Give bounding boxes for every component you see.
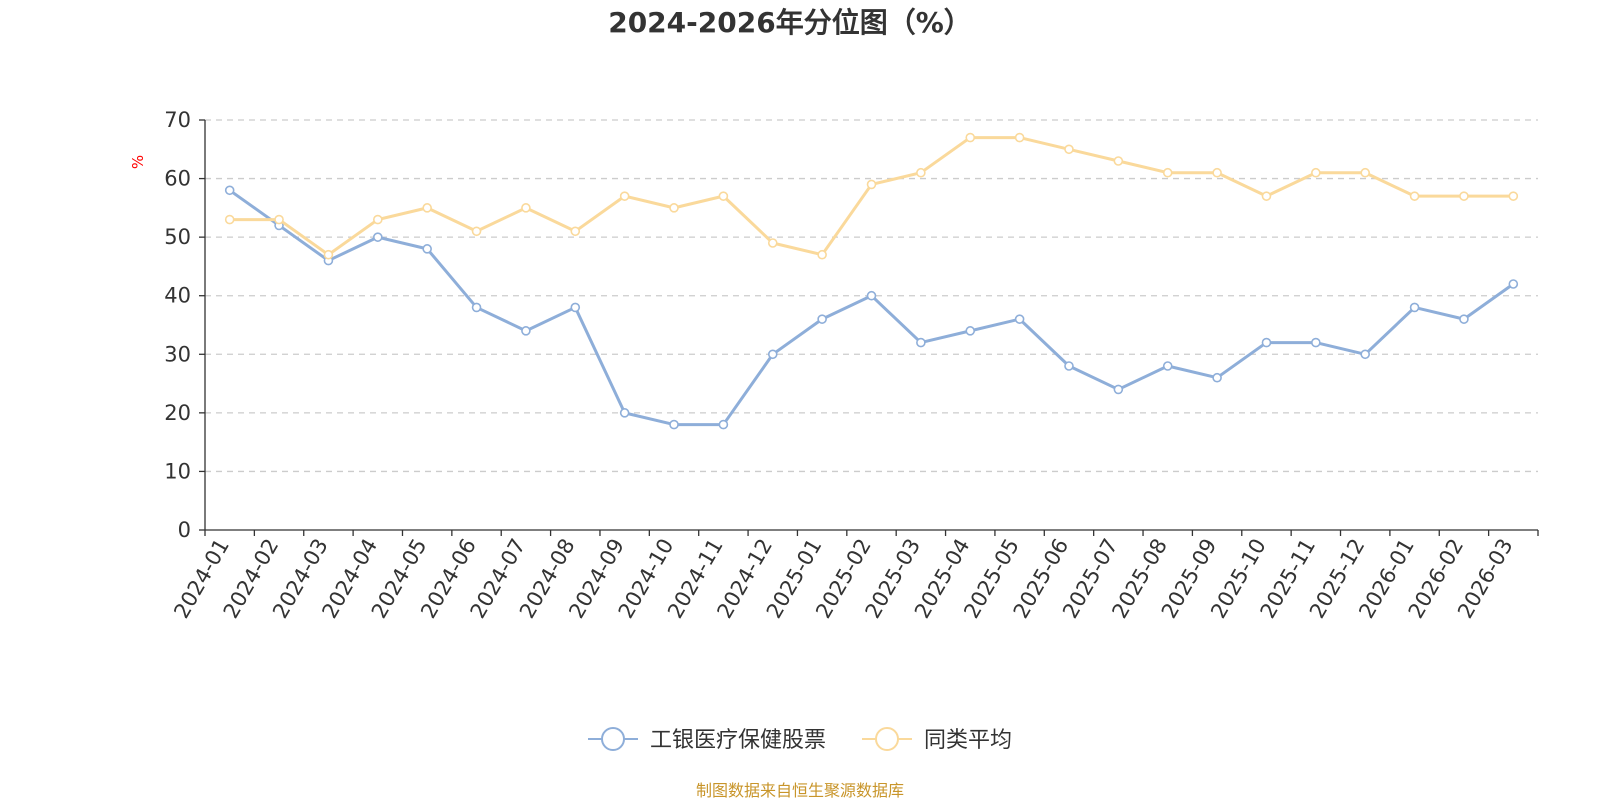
data-point[interactable]	[619, 408, 630, 418]
data-point[interactable]	[1064, 361, 1074, 371]
data-point[interactable]	[1113, 384, 1124, 395]
data-point[interactable]	[1113, 156, 1124, 166]
data-point[interactable]	[1212, 167, 1222, 178]
data-point[interactable]	[1459, 314, 1469, 324]
chart-title: 2024-2026年分位图（%）	[608, 6, 972, 39]
data-point[interactable]	[965, 132, 976, 143]
data-point[interactable]	[718, 191, 729, 201]
data-source-note: 制图数据来自恒生聚源数据库	[696, 781, 904, 800]
data-point[interactable]	[224, 185, 235, 196]
series-1	[224, 132, 1519, 260]
legend-item-0[interactable]: 工银医疗保健股票	[588, 727, 826, 753]
legend-circle-marker	[601, 727, 625, 751]
data-point[interactable]	[1409, 302, 1420, 313]
data-point[interactable]	[521, 326, 531, 336]
data-point[interactable]	[323, 249, 334, 260]
data-point[interactable]	[1360, 349, 1371, 360]
y-tick-label: 30	[164, 342, 191, 366]
data-point[interactable]	[817, 249, 827, 260]
data-point[interactable]	[570, 302, 581, 313]
data-point[interactable]	[866, 290, 877, 301]
data-point[interactable]	[1162, 361, 1173, 371]
data-point[interactable]	[669, 203, 679, 213]
data-point[interactable]	[1508, 191, 1519, 201]
y-tick-label: 10	[164, 459, 191, 483]
data-point[interactable]	[619, 191, 630, 201]
data-point[interactable]	[669, 419, 679, 430]
data-point[interactable]	[1360, 167, 1371, 178]
legend-circle-marker	[875, 727, 899, 751]
series-0	[224, 185, 1519, 430]
y-tick-label: 0	[178, 518, 191, 542]
data-point[interactable]	[1162, 167, 1173, 178]
data-point[interactable]	[916, 167, 926, 178]
data-point[interactable]	[471, 226, 482, 237]
data-point[interactable]	[224, 214, 235, 225]
y-tick-label: 20	[164, 401, 191, 425]
data-point[interactable]	[965, 326, 976, 336]
y-axis-unit-label: %	[129, 155, 147, 169]
data-point[interactable]	[274, 214, 284, 225]
data-point[interactable]	[422, 203, 432, 213]
legend-label: 同类平均	[924, 728, 1012, 753]
legend[interactable]: 工银医疗保健股票 同类平均	[588, 727, 1012, 753]
data-point[interactable]	[570, 226, 581, 237]
data-point[interactable]	[767, 238, 778, 248]
data-point[interactable]	[1261, 337, 1272, 348]
data-point[interactable]	[1014, 314, 1025, 324]
grid-lines	[205, 119, 1538, 473]
data-point[interactable]	[422, 244, 432, 254]
series-lines	[224, 132, 1519, 430]
data-point[interactable]	[521, 203, 531, 213]
legend-label: 工银医疗保健股票	[650, 728, 826, 753]
data-point[interactable]	[372, 214, 383, 225]
data-point[interactable]	[1261, 191, 1272, 201]
y-tick-label: 50	[164, 225, 191, 249]
data-point[interactable]	[916, 337, 926, 348]
axes: 0102030405060702024-012024-022024-032024…	[164, 108, 1539, 622]
data-point[interactable]	[866, 179, 877, 190]
data-point[interactable]	[1311, 167, 1321, 178]
data-point[interactable]	[471, 302, 482, 313]
data-point[interactable]	[1212, 372, 1222, 383]
data-point[interactable]	[1508, 279, 1519, 289]
data-point[interactable]	[1459, 191, 1469, 201]
data-point[interactable]	[1409, 191, 1420, 201]
data-point[interactable]	[1014, 132, 1025, 143]
legend-item-1[interactable]: 同类平均	[862, 727, 1012, 753]
y-tick-label: 70	[164, 108, 191, 132]
data-point[interactable]	[767, 349, 778, 360]
data-point[interactable]	[372, 232, 383, 242]
data-point[interactable]	[817, 314, 827, 324]
series-line	[228, 189, 1515, 427]
data-point[interactable]	[1311, 337, 1321, 348]
data-point[interactable]	[1064, 144, 1074, 155]
y-tick-label: 40	[164, 284, 191, 308]
data-point[interactable]	[718, 419, 729, 430]
y-tick-label: 60	[164, 167, 191, 191]
